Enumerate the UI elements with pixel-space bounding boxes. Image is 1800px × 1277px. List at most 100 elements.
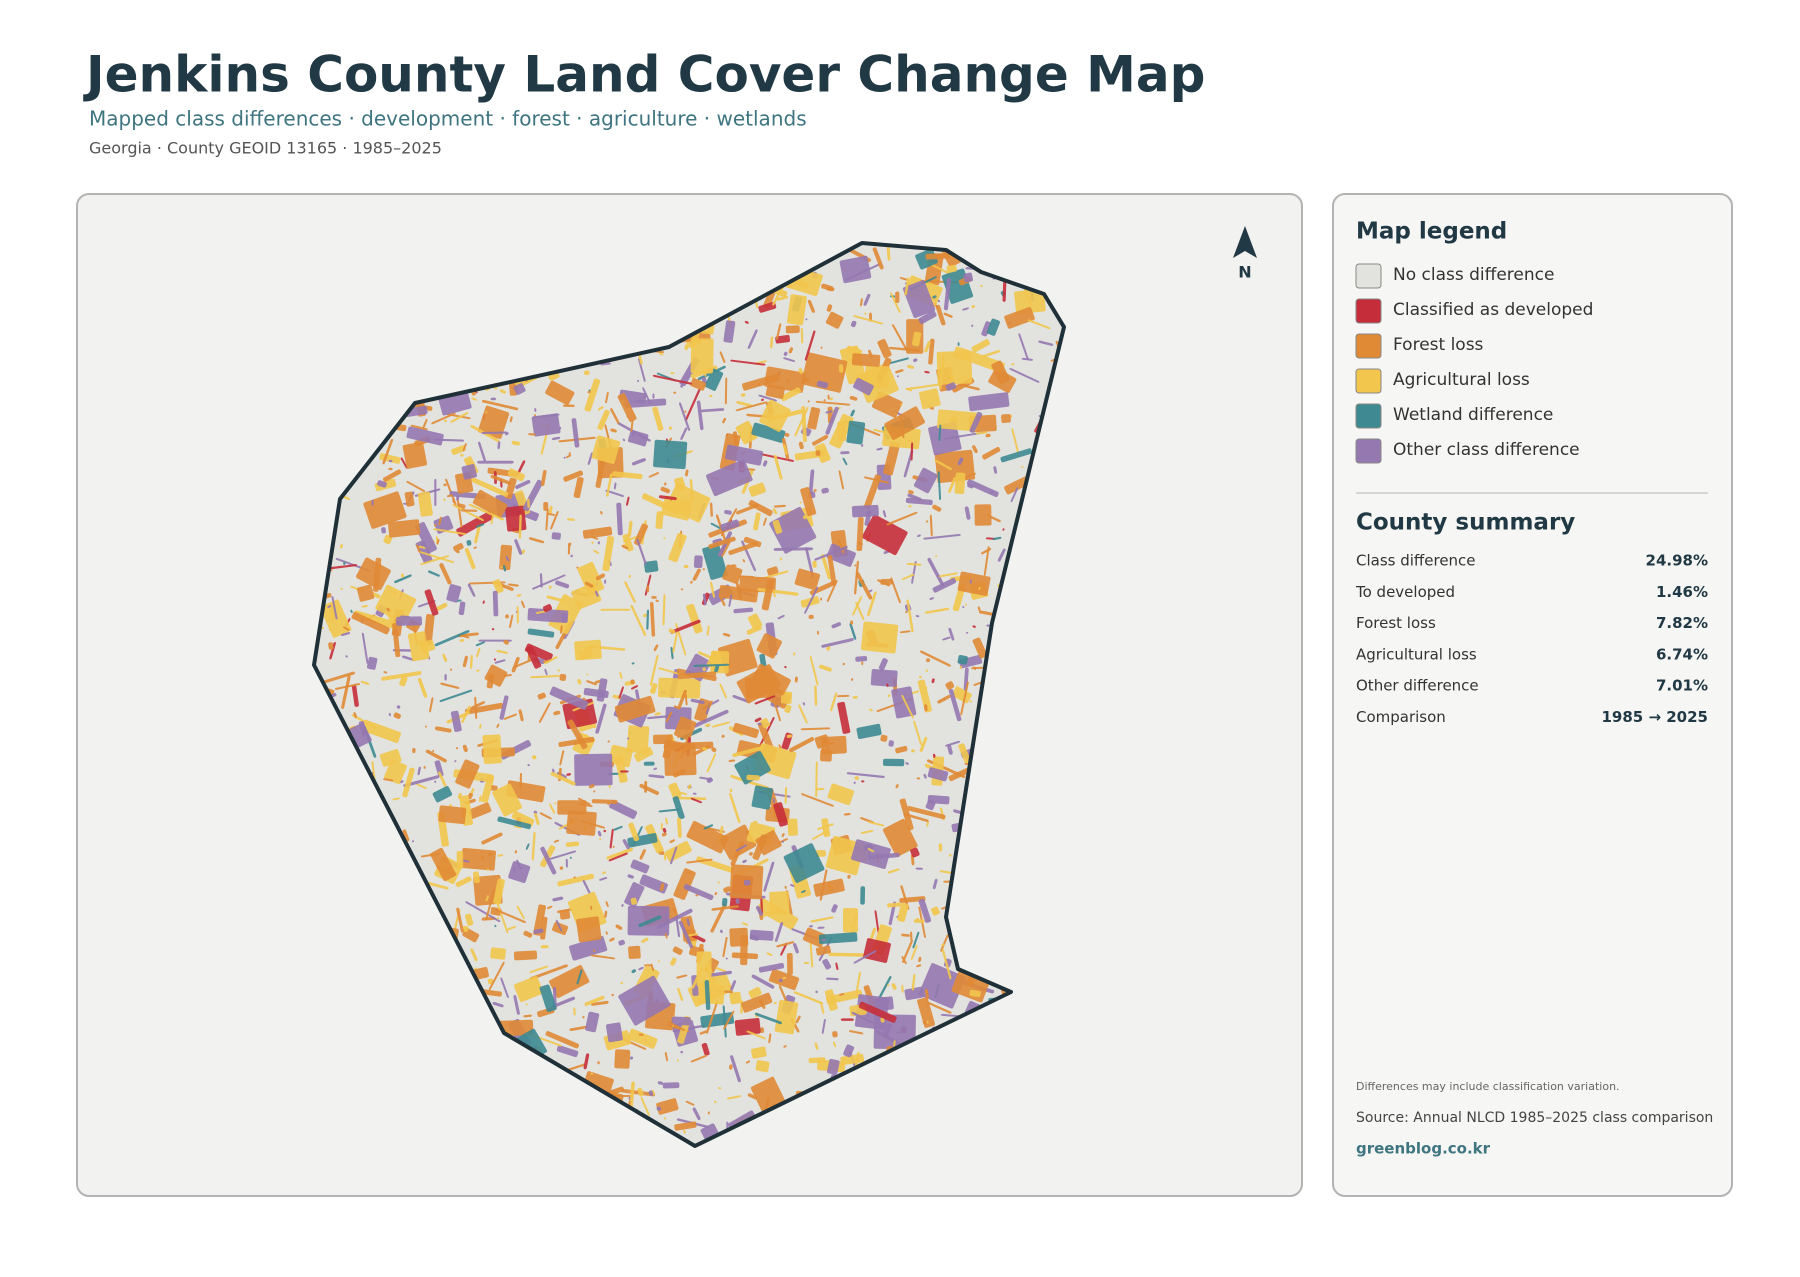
change-patch bbox=[735, 401, 768, 412]
change-patch bbox=[714, 892, 718, 896]
change-patch bbox=[482, 600, 485, 604]
change-patch bbox=[415, 522, 437, 554]
change-patch bbox=[765, 384, 785, 399]
change-patch bbox=[1009, 368, 1040, 383]
change-patch bbox=[664, 1117, 667, 1120]
change-patch bbox=[934, 459, 952, 471]
change-patch bbox=[360, 680, 370, 685]
change-patch bbox=[920, 650, 951, 667]
footnote: Differences may include classification v… bbox=[1356, 1080, 1620, 1093]
change-patch bbox=[555, 919, 563, 932]
change-patch bbox=[476, 647, 481, 658]
change-patch bbox=[748, 852, 753, 856]
change-patch bbox=[342, 626, 350, 631]
change-patch bbox=[915, 615, 920, 618]
change-patch bbox=[758, 383, 761, 386]
change-patch bbox=[746, 1030, 766, 1040]
change-patch bbox=[718, 1087, 722, 1090]
change-patch bbox=[366, 656, 378, 670]
change-patch bbox=[701, 1042, 710, 1056]
change-patch bbox=[832, 1041, 837, 1048]
change-patch bbox=[509, 614, 514, 628]
change-patch bbox=[693, 555, 703, 569]
change-patch bbox=[628, 574, 631, 578]
change-patch bbox=[942, 636, 951, 641]
change-patch bbox=[497, 854, 504, 857]
change-patch bbox=[728, 541, 758, 555]
change-patch bbox=[804, 330, 816, 361]
change-patch bbox=[643, 560, 659, 573]
change-patch bbox=[749, 929, 774, 941]
change-patch bbox=[642, 387, 651, 405]
site-link[interactable]: greenblog.co.kr bbox=[1356, 1140, 1491, 1158]
change-patch bbox=[593, 549, 600, 554]
change-patch bbox=[616, 502, 623, 536]
change-patch bbox=[624, 581, 636, 603]
change-patch bbox=[800, 487, 817, 517]
change-patch bbox=[514, 539, 523, 555]
change-patch bbox=[644, 574, 652, 596]
change-patch bbox=[509, 416, 513, 423]
change-patch bbox=[650, 601, 656, 637]
change-patch bbox=[720, 929, 723, 934]
change-patch bbox=[886, 683, 889, 688]
change-patch bbox=[569, 936, 608, 961]
change-patch bbox=[549, 803, 556, 814]
change-patch bbox=[785, 325, 800, 334]
change-patch bbox=[880, 669, 883, 672]
change-patch bbox=[982, 446, 1001, 460]
summary-label: Comparison bbox=[1356, 708, 1446, 726]
change-patch bbox=[759, 399, 791, 432]
change-patch bbox=[505, 505, 527, 532]
change-patch bbox=[610, 428, 617, 433]
change-patch bbox=[794, 406, 809, 437]
change-patch bbox=[658, 808, 681, 813]
change-patch bbox=[902, 280, 936, 318]
change-patch bbox=[478, 441, 486, 462]
change-patch bbox=[747, 613, 763, 630]
change-patch bbox=[909, 931, 913, 941]
change-patch bbox=[482, 734, 502, 765]
change-patch bbox=[1002, 528, 1005, 531]
change-patch bbox=[500, 566, 503, 569]
change-patch bbox=[400, 573, 405, 578]
change-patch bbox=[665, 841, 692, 862]
change-patch bbox=[392, 797, 400, 801]
change-patch bbox=[987, 514, 1001, 523]
change-patch bbox=[876, 976, 892, 1004]
change-patch bbox=[379, 453, 401, 464]
north-arrow bbox=[1233, 226, 1257, 258]
change-patch bbox=[1021, 357, 1033, 361]
change-patch bbox=[587, 452, 593, 465]
change-patch bbox=[356, 557, 391, 591]
change-patch bbox=[740, 393, 746, 397]
change-patch bbox=[754, 717, 762, 723]
change-patch bbox=[400, 457, 408, 469]
change-patch bbox=[917, 534, 921, 537]
change-patch bbox=[826, 977, 839, 981]
change-patch bbox=[706, 777, 713, 783]
change-patch bbox=[668, 533, 687, 563]
change-patch bbox=[755, 830, 782, 856]
change-patch bbox=[552, 896, 564, 902]
change-patch bbox=[650, 963, 655, 972]
change-patch bbox=[597, 541, 601, 545]
change-patch bbox=[450, 710, 462, 732]
change-patch bbox=[874, 910, 880, 934]
change-patch bbox=[511, 440, 520, 446]
change-patch bbox=[704, 368, 724, 391]
change-patch bbox=[769, 336, 774, 349]
change-patch bbox=[807, 299, 815, 313]
change-patch bbox=[826, 579, 838, 602]
change-patch bbox=[655, 511, 664, 529]
change-patch bbox=[1004, 476, 1030, 495]
change-patch bbox=[758, 394, 778, 402]
change-patch bbox=[578, 647, 594, 661]
change-patch bbox=[821, 938, 827, 942]
change-patch bbox=[324, 564, 358, 570]
change-patch bbox=[825, 410, 833, 414]
change-patch bbox=[794, 676, 798, 683]
change-patch bbox=[381, 671, 422, 681]
change-patch bbox=[331, 596, 338, 620]
